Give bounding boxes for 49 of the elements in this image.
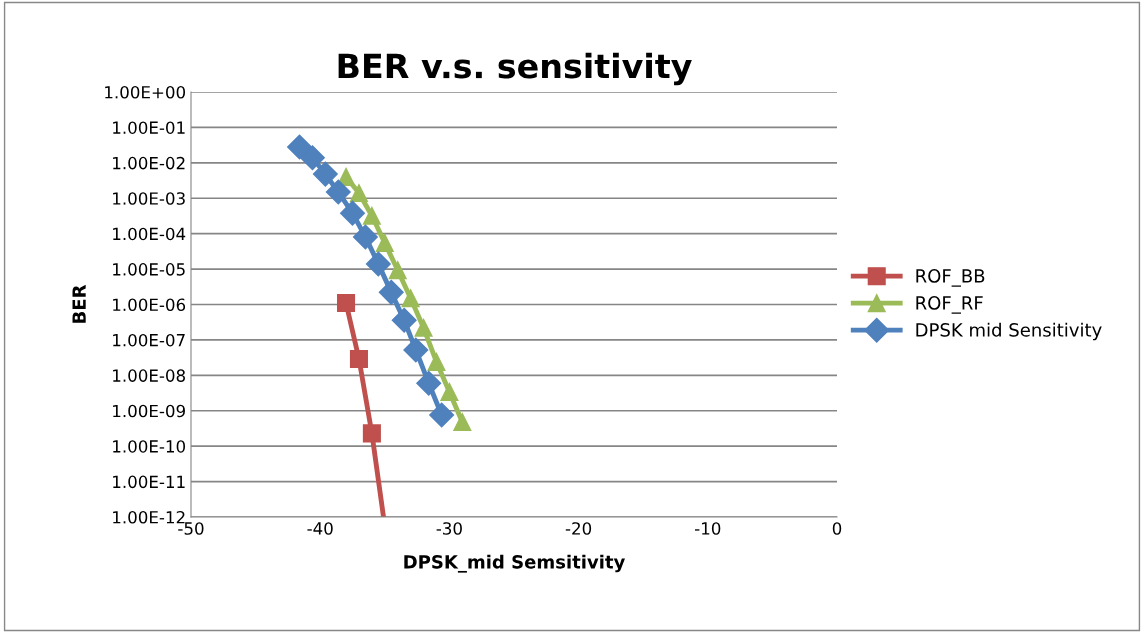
y-tick-label: 1.00E-09 — [113, 404, 185, 418]
y-tick-label: 1.00E-01 — [113, 121, 185, 134]
point — [375, 233, 394, 252]
point — [378, 279, 404, 305]
point — [325, 179, 351, 205]
y-tick-label: 1.00E+00 — [105, 85, 186, 99]
x-tick-label: -30 — [436, 522, 462, 535]
y-axis-title: BER — [72, 284, 86, 323]
y-tick-label: 1.00E-08 — [113, 369, 185, 382]
y-tick-label: 1.00E-06 — [113, 298, 186, 312]
point — [287, 134, 313, 160]
point — [299, 145, 325, 171]
legend-label: DPSK mid Sensitivity — [916, 322, 1102, 341]
point — [362, 424, 381, 443]
point — [427, 352, 446, 371]
point — [440, 382, 459, 401]
point — [453, 413, 472, 432]
legend-label: ROF_BB — [916, 269, 985, 287]
point — [388, 261, 407, 280]
y-tick-label: 1.00E-12 — [113, 510, 185, 524]
chart-title: BER v.s. sensitivity — [338, 52, 692, 86]
y-tick-label: 1.00E-02 — [113, 156, 185, 170]
point — [352, 224, 378, 250]
x-tick-label: -10 — [695, 522, 721, 535]
point — [416, 370, 442, 396]
y-tick-label: 1.00E-10 — [113, 440, 186, 453]
point — [414, 318, 433, 337]
point — [349, 349, 368, 368]
point — [429, 402, 455, 428]
x-axis-title: DPSK_mid Semsitivity — [404, 554, 625, 573]
point — [365, 251, 391, 277]
y-tick-label: 1.00E-04 — [113, 227, 186, 241]
legend-label: ROF_RF — [916, 296, 983, 314]
y-tick-label: 1.00E-07 — [113, 333, 185, 347]
y-tick-label: 1.00E-03 — [113, 192, 185, 205]
y-tick-label: 1.00E-05 — [113, 263, 185, 276]
x-tick-label: 0 — [832, 522, 842, 535]
point — [337, 294, 356, 313]
y-tick-label: 1.00E-11 — [113, 475, 185, 489]
x-tick-label: -50 — [178, 522, 204, 535]
x-tick-label: -40 — [307, 522, 333, 535]
point — [401, 289, 420, 308]
x-tick-label: -20 — [565, 522, 592, 535]
point — [362, 206, 381, 225]
point — [349, 184, 368, 203]
point — [403, 337, 429, 363]
point — [312, 161, 338, 187]
point — [340, 200, 365, 226]
point — [391, 307, 417, 333]
